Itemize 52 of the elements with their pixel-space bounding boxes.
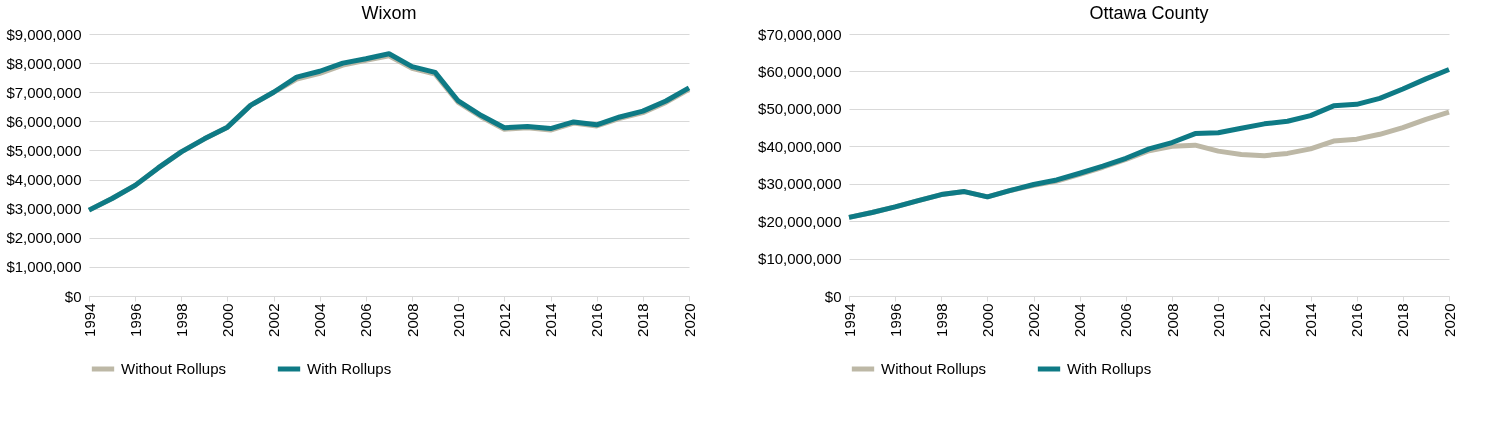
x-tick-label: 2016 <box>588 303 606 337</box>
y-tick-label: $7,000,000 <box>6 83 82 101</box>
x-tick-label: 2018 <box>634 303 652 337</box>
x-tick-label: 2000 <box>978 303 996 337</box>
x-tick-label: 1994 <box>840 303 858 337</box>
y-tick-label: $2,000,000 <box>6 229 82 247</box>
x-tick-label: 2008 <box>403 303 421 337</box>
x-tick-label: 1998 <box>932 303 950 337</box>
x-tick-label: 2010 <box>1209 303 1227 337</box>
y-tick-label: $50,000,000 <box>758 100 842 118</box>
legend-label: Without Rollups <box>881 360 987 377</box>
y-tick-label: $20,000,000 <box>758 212 842 230</box>
y-tick-label: $40,000,000 <box>758 137 842 155</box>
y-tick-label: $0 <box>824 287 842 305</box>
x-tick-label: 1996 <box>126 303 144 337</box>
x-tick-label: 1994 <box>80 303 98 337</box>
chart-title: Wixom <box>361 3 417 23</box>
y-tick-label: $70,000,000 <box>758 25 842 43</box>
x-tick-label: 2002 <box>265 303 283 337</box>
x-tick-label: 2000 <box>218 303 236 337</box>
y-tick-label: $9,000,000 <box>6 25 82 43</box>
x-tick-label: 2012 <box>1255 303 1273 337</box>
chart-title: Ottawa County <box>1089 3 1209 23</box>
x-tick-label: 1996 <box>886 303 904 337</box>
y-tick-label: $8,000,000 <box>6 54 82 72</box>
x-tick-label: 2004 <box>1071 303 1089 337</box>
legend-label: With Rollups <box>307 360 392 377</box>
x-tick-label: 2006 <box>1117 303 1135 337</box>
x-tick-label: 2014 <box>1302 303 1320 337</box>
x-tick-label: 2002 <box>1025 303 1043 337</box>
x-tick-label: 2008 <box>1163 303 1181 337</box>
y-tick-label: $3,000,000 <box>6 200 82 218</box>
legend-label: With Rollups <box>1067 360 1152 377</box>
y-tick-label: $1,000,000 <box>6 258 82 276</box>
y-tick-label: $6,000,000 <box>6 112 82 130</box>
x-tick-label: 2004 <box>311 303 329 337</box>
x-tick-label: 1998 <box>172 303 190 337</box>
x-tick-label: 2010 <box>449 303 467 337</box>
y-tick-label: $0 <box>64 287 82 305</box>
x-tick-label: 2006 <box>357 303 375 337</box>
y-tick-label: $4,000,000 <box>6 171 82 189</box>
y-tick-label: $5,000,000 <box>6 141 82 159</box>
x-tick-label: 2018 <box>1394 303 1412 337</box>
x-tick-label: 2014 <box>542 303 560 337</box>
y-tick-label: $10,000,000 <box>758 250 842 268</box>
x-tick-label: 2016 <box>1348 303 1366 337</box>
x-tick-label: 2020 <box>680 303 698 337</box>
y-tick-label: $30,000,000 <box>758 175 842 193</box>
x-tick-label: 2020 <box>1440 303 1458 337</box>
x-tick-label: 2012 <box>495 303 513 337</box>
legend-label: Without Rollups <box>121 360 227 377</box>
y-tick-label: $60,000,000 <box>758 62 842 80</box>
